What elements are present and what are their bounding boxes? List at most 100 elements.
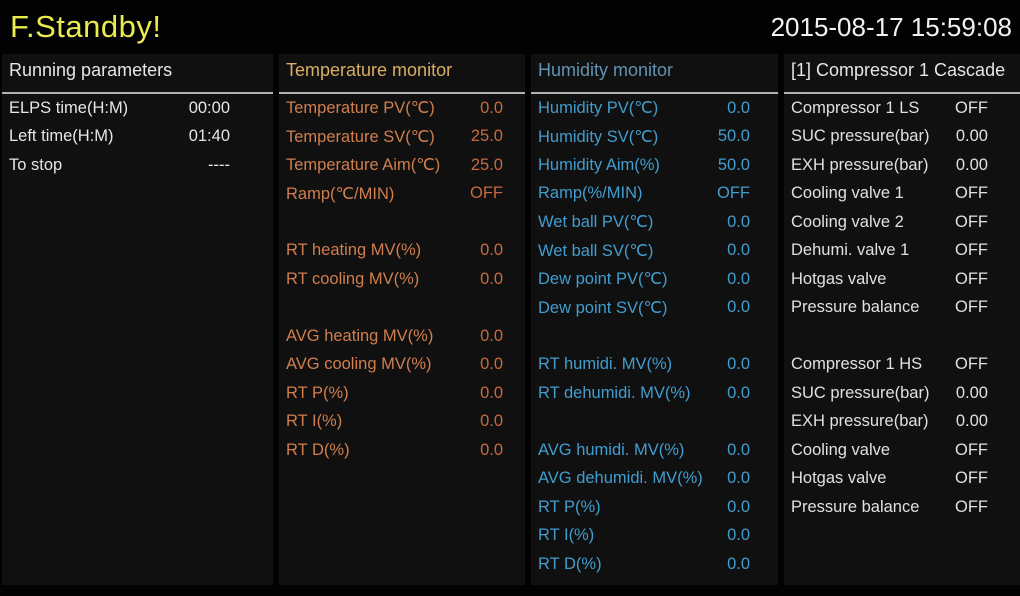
param-value: 0.0	[727, 497, 750, 516]
param-label: Cooling valve	[791, 440, 891, 459]
param-label: Temperature SV(℃)	[286, 127, 435, 146]
spacer-row	[531, 322, 778, 351]
param-label: ELPS time(H:M)	[9, 98, 129, 117]
param-value: 0.00	[955, 127, 988, 146]
param-row-pressure-balance-hs: Pressure balance OFF	[784, 493, 1020, 522]
spacer-row	[784, 322, 1020, 351]
param-label: RT P(%)	[286, 383, 349, 402]
param-value: OFF	[470, 184, 503, 203]
param-row-humidity-aim: Humidity Aim(%) 50.0	[531, 151, 778, 180]
param-value: 0.0	[727, 554, 750, 573]
param-value: 0.0	[480, 440, 503, 459]
param-label: RT dehumidi. MV(%)	[538, 383, 691, 402]
param-row-to-stop: To stop ----	[2, 151, 273, 180]
param-row-rt-cooling-mv: RT cooling MV(%) 0.0	[279, 265, 525, 294]
param-label: Pressure balance	[791, 497, 920, 516]
param-value: OFF	[955, 469, 988, 488]
param-row-suc-pressure-ls: SUC pressure(bar) 0.00	[784, 123, 1020, 152]
param-value: 0.0	[727, 526, 750, 545]
param-value: 0.0	[480, 326, 503, 345]
temperature-monitor-rows: Temperature PV(℃) 0.0 Temperature SV(℃) …	[279, 94, 525, 465]
param-row-pressure-balance-ls: Pressure balance OFF	[784, 294, 1020, 323]
param-label: EXH pressure(bar)	[791, 155, 929, 174]
param-label: Wet ball PV(℃)	[538, 213, 654, 232]
param-label: RT humidi. MV(%)	[538, 355, 673, 374]
running-parameters-rows: ELPS time(H:M) 00:00 Left time(H:M) 01:4…	[2, 94, 273, 180]
param-value: OFF	[955, 184, 988, 203]
panel-temperature-monitor: Temperature monitor Temperature PV(℃) 0.…	[279, 54, 525, 585]
param-row-avg-humidi-mv: AVG humidi. MV(%) 0.0	[531, 436, 778, 465]
param-row-rt-humidi-mv: RT humidi. MV(%) 0.0	[531, 351, 778, 380]
param-value: OFF	[955, 241, 988, 260]
param-row-exh-pressure-hs: EXH pressure(bar) 0.00	[784, 408, 1020, 437]
param-value: 0.0	[480, 269, 503, 288]
param-value: 0.0	[480, 412, 503, 431]
param-label: RT D(%)	[286, 440, 350, 459]
panel-header-compressor-cascade: [1] Compressor 1 Cascade	[784, 54, 1020, 94]
panel-header-running-parameters: Running parameters	[2, 54, 273, 94]
param-value: 00:00	[188, 98, 230, 117]
param-value: 25.0	[470, 127, 503, 146]
param-row-compressor-1-ls: Compressor 1 LS OFF	[784, 94, 1020, 123]
param-value: 0.00	[955, 412, 988, 431]
param-value: OFF	[955, 440, 988, 459]
param-row-rt-dehumidi-mv: RT dehumidi. MV(%) 0.0	[531, 379, 778, 408]
param-label: Hotgas valve	[791, 469, 887, 488]
param-label: AVG cooling MV(%)	[286, 355, 432, 374]
param-label: Dehumi. valve 1	[791, 241, 910, 260]
param-label: AVG humidi. MV(%)	[538, 440, 685, 459]
panel-running-parameters: Running parameters ELPS time(H:M) 00:00 …	[2, 54, 273, 585]
param-label: RT I(%)	[538, 526, 595, 545]
param-value: 0.0	[480, 355, 503, 374]
param-label: Hotgas valve	[791, 269, 887, 288]
param-row-compressor-1-hs: Compressor 1 HS OFF	[784, 351, 1020, 380]
param-row-humid-rt-p: RT P(%) 0.0	[531, 493, 778, 522]
param-value: 0.0	[727, 469, 750, 488]
param-row-dew-point-sv: Dew point SV(℃) 0.0	[531, 294, 778, 323]
param-row-avg-dehumidi-mv: AVG dehumidi. MV(%) 0.0	[531, 465, 778, 494]
param-label: SUC pressure(bar)	[791, 383, 930, 402]
panel-humidity-monitor: Humidity monitor Humidity PV(℃) 0.0 Humi…	[531, 54, 778, 585]
param-label: RT cooling MV(%)	[286, 269, 420, 288]
compressor-rows: Compressor 1 LS OFF SUC pressure(bar) 0.…	[784, 94, 1020, 522]
spacer-row	[279, 294, 525, 323]
param-label: Wet ball SV(℃)	[538, 241, 654, 260]
panel-compressor-cascade: [1] Compressor 1 Cascade Compressor 1 LS…	[784, 54, 1020, 585]
param-value: 0.00	[955, 155, 988, 174]
param-row-exh-pressure-ls: EXH pressure(bar) 0.00	[784, 151, 1020, 180]
param-value: 0.0	[480, 98, 503, 117]
param-label: Dew point SV(℃)	[538, 298, 668, 317]
param-row-humidity-sv: Humidity SV(℃) 50.0	[531, 123, 778, 152]
param-row-elps-time: ELPS time(H:M) 00:00	[2, 94, 273, 123]
param-label: To stop	[9, 155, 63, 174]
param-row-hotgas-valve-ls: Hotgas valve OFF	[784, 265, 1020, 294]
param-row-cooling-valve-1: Cooling valve 1 OFF	[784, 180, 1020, 209]
param-value: 0.00	[955, 383, 988, 402]
param-row-temperature-sv: Temperature SV(℃) 25.0	[279, 123, 525, 152]
param-value: 50.0	[717, 155, 750, 174]
param-value: 50.0	[717, 127, 750, 146]
param-row-hotgas-valve-hs: Hotgas valve OFF	[784, 465, 1020, 494]
param-value: OFF	[955, 212, 988, 231]
param-label: Ramp(%/MIN)	[538, 184, 643, 203]
param-row-humidity-pv: Humidity PV(℃) 0.0	[531, 94, 778, 123]
param-value: 0.0	[727, 355, 750, 374]
param-value: 0.0	[727, 298, 750, 317]
spacer-row	[279, 208, 525, 237]
param-value: ----	[208, 155, 230, 174]
param-row-temperature-pv: Temperature PV(℃) 0.0	[279, 94, 525, 123]
param-row-suc-pressure-hs: SUC pressure(bar) 0.00	[784, 379, 1020, 408]
param-label: Dew point PV(℃)	[538, 270, 668, 289]
datetime-display: 2015-08-17 15:59:08	[770, 11, 1012, 42]
param-label: RT P(%)	[538, 497, 601, 516]
param-label: Left time(H:M)	[9, 127, 114, 146]
param-value: 01:40	[188, 127, 230, 146]
param-label: RT heating MV(%)	[286, 241, 422, 260]
param-row-temp-rt-d: RT D(%) 0.0	[279, 436, 525, 465]
param-value: 0.0	[727, 212, 750, 231]
param-value: 0.0	[480, 383, 503, 402]
param-row-humid-ramp: Ramp(%/MIN) OFF	[531, 180, 778, 209]
param-row-temp-rt-i: RT I(%) 0.0	[279, 408, 525, 437]
param-row-cooling-valve-hs: Cooling valve OFF	[784, 436, 1020, 465]
